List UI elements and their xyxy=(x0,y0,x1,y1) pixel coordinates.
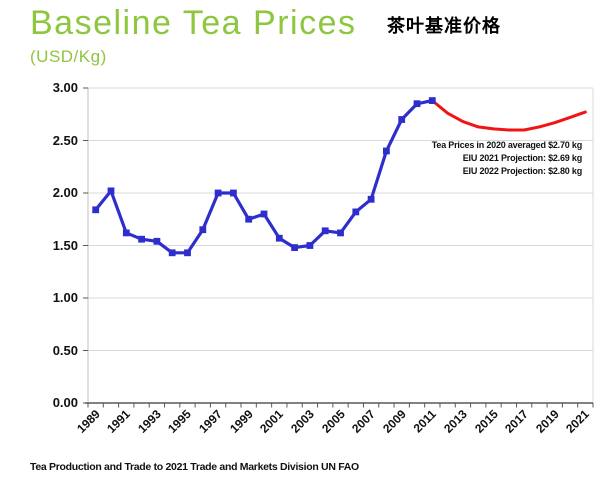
data-point-marker xyxy=(184,249,191,257)
data-point-marker xyxy=(138,235,145,243)
y-tick-label: 0.50 xyxy=(52,342,78,358)
data-point-marker xyxy=(337,229,344,237)
projection-price-line xyxy=(430,99,587,132)
data-point-marker xyxy=(321,227,329,235)
data-point-marker xyxy=(398,116,406,123)
data-point-marker xyxy=(92,206,100,214)
projection-annotation: Tea Prices in 2020 averaged $2.70 kg EIU… xyxy=(432,139,582,178)
y-tick-label: 2.50 xyxy=(52,132,78,148)
y-tick-label: 1.00 xyxy=(52,290,78,305)
data-point-marker xyxy=(428,97,436,104)
data-point-marker xyxy=(260,210,268,218)
y-tick-label: 2.00 xyxy=(52,185,78,200)
annotation-line-2021: EIU 2021 Projection: $2.69 kg xyxy=(462,153,582,163)
data-point-marker xyxy=(275,234,283,242)
data-point-marker xyxy=(306,242,314,249)
data-point-marker xyxy=(413,100,421,108)
data-point-marker xyxy=(199,226,207,234)
annotation-line-2022: EIU 2022 Projection: $2.80 kg xyxy=(462,166,582,176)
y-tick-label: 0.00 xyxy=(52,395,78,410)
data-point-marker xyxy=(352,208,360,216)
data-point-marker xyxy=(107,187,115,195)
annotation-line-2020: Tea Prices in 2020 averaged $2.70 kg xyxy=(431,140,582,150)
y-tick-label: 1.50 xyxy=(52,237,78,253)
data-point-marker xyxy=(230,189,237,197)
y-tick-label: 3.00 xyxy=(52,80,78,95)
data-point-marker xyxy=(153,237,161,245)
data-point-marker xyxy=(245,215,253,223)
data-point-marker xyxy=(383,147,390,155)
data-point-marker xyxy=(214,189,222,197)
page-title: Baseline Tea Prices xyxy=(30,4,357,42)
historical-price-line xyxy=(94,98,434,255)
y-axis-units-label: (USD/Kg) xyxy=(30,47,107,66)
source-credit: Tea Production and Trade to 2021 Trade a… xyxy=(30,461,359,473)
data-point-marker xyxy=(168,249,176,257)
data-point-marker xyxy=(291,244,298,251)
data-point-marker xyxy=(122,229,130,237)
data-point-marker xyxy=(367,195,375,203)
page-title-chinese: 茶叶基准价格 xyxy=(387,16,501,36)
